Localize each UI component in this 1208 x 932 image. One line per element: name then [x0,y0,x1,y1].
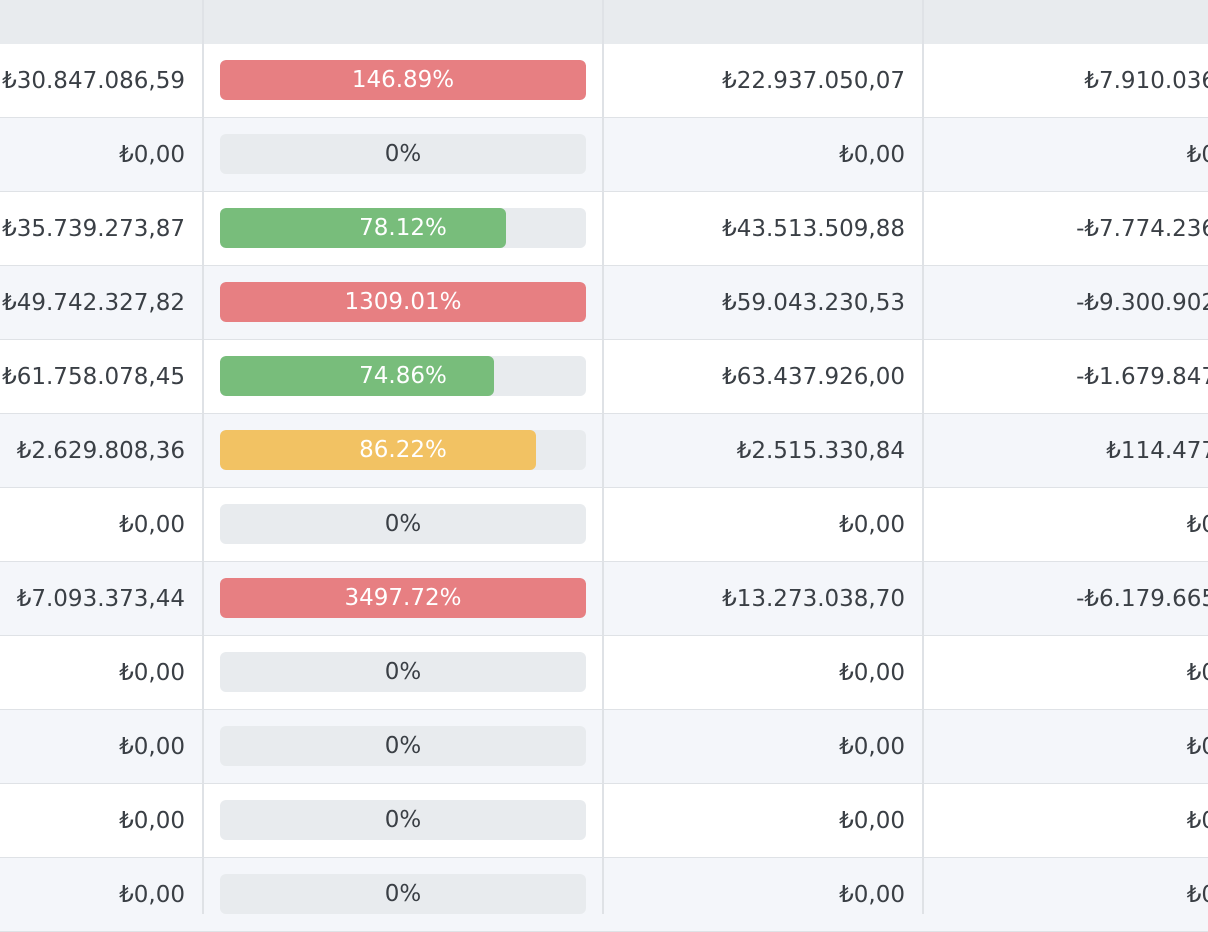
progress-label: 1309.01% [344,289,462,315]
progress-fill [220,578,586,618]
progress-label: 3497.72% [344,585,462,611]
difference-value: -₺6.179.665,2 [1076,585,1208,612]
difference-cell: -₺1.679.847,5 [924,340,1208,413]
table-row[interactable]: ₺0,00 0% ₺0,00 ₺0,0 [0,858,1208,932]
amount-cell: ₺0,00 [839,659,905,686]
difference-cell: ₺7.910.036,5 [924,44,1208,117]
amount-cell: ₺0,00 [839,733,905,760]
amount-cell: ₺35.739.273,87 [2,215,185,242]
difference-value: -₺1.679.847,5 [1076,363,1208,390]
progress-bar: 0% [220,800,586,840]
amount-cell: ₺0,00 [119,881,185,908]
progress-fill [220,430,536,470]
difference-value: -₺9.300.902,7 [1076,289,1208,316]
amount-cell: ₺2.515.330,84 [736,437,905,464]
amount-cell: ₺13.273.038,70 [722,585,905,612]
difference-cell: ₺0,0 [924,858,1208,931]
difference-value: ₺0,0 [1186,511,1208,538]
progress-label: 146.89% [351,67,455,93]
difference-cell: -₺9.300.902,7 [924,266,1208,339]
table-row[interactable]: ₺0,00 0% ₺0,00 ₺0,0 [0,710,1208,784]
amount-cell: ₺2.629.808,36 [16,437,185,464]
column-divider [202,0,204,914]
progress-bar: 146.89% [220,60,586,100]
progress-label: 0% [384,881,422,907]
difference-value: ₺0,0 [1186,659,1208,686]
table-row[interactable]: ₺30.847.086,59 146.89% ₺22.937.050,07 ₺7.91… [0,44,1208,118]
amount-cell: ₺7.093.373,44 [16,585,185,612]
amount-cell: ₺0,00 [119,807,185,834]
difference-value: ₺7.910.036,5 [1084,67,1208,94]
table-row[interactable]: ₺7.093.373,44 3497.72% ₺13.273.038,70 -₺6.1… [0,562,1208,636]
difference-cell: ₺0,0 [924,118,1208,191]
progress-fill [220,60,586,100]
amount-cell: ₺22.937.050,07 [722,67,905,94]
progress-bar: 1309.01% [220,282,586,322]
progress-bar: 3497.72% [220,578,586,618]
amount-cell: ₺30.847.086,59 [2,67,185,94]
amount-cell: ₺0,00 [119,733,185,760]
amount-cell: ₺63.437.926,00 [722,363,905,390]
table-row[interactable]: ₺0,00 0% ₺0,00 ₺0,0 [0,118,1208,192]
difference-cell: ₺0,0 [924,710,1208,783]
progress-bar: 0% [220,134,586,174]
table-row[interactable]: ₺35.739.273,87 78.12% ₺43.513.509,88 -₺7.77… [0,192,1208,266]
difference-cell: ₺114.477,5 [924,414,1208,487]
amount-cell: ₺0,00 [839,881,905,908]
table-row[interactable]: ₺49.742.327,82 1309.01% ₺59.043.230,53 -₺9.… [0,266,1208,340]
table-row[interactable]: ₺0,00 0% ₺0,00 ₺0,0 [0,636,1208,710]
progress-label: 86.22% [359,437,447,463]
progress-bar: 0% [220,504,586,544]
difference-cell: ₺0,0 [924,488,1208,561]
progress-label: 78.12% [359,215,447,241]
table-header [0,0,1208,44]
progress-fill [220,282,586,322]
progress-label: 0% [384,733,422,759]
column-divider [602,0,604,914]
progress-label: 0% [384,659,422,685]
amount-cell: ₺0,00 [839,511,905,538]
column-divider [922,0,924,914]
progress-bar: 78.12% [220,208,586,248]
progress-bar: 74.86% [220,356,586,396]
amount-cell: ₺0,00 [839,807,905,834]
progress-fill [220,208,506,248]
progress-label: 0% [384,807,422,833]
table-row[interactable]: ₺2.629.808,36 86.22% ₺2.515.330,84 ₺114.477… [0,414,1208,488]
amount-cell: ₺49.742.327,82 [2,289,185,316]
table-row[interactable]: ₺0,00 0% ₺0,00 ₺0,0 [0,488,1208,562]
difference-value: ₺0,0 [1186,733,1208,760]
difference-value: ₺0,0 [1186,141,1208,168]
amount-cell: ₺61.758.078,45 [2,363,185,390]
difference-cell: ₺0,0 [924,784,1208,857]
table-row[interactable]: ₺61.758.078,45 74.86% ₺63.437.926,00 -₺1.67… [0,340,1208,414]
difference-value: ₺114.477,5 [1106,437,1208,464]
amount-cell: ₺0,00 [119,511,185,538]
progress-bar: 0% [220,874,586,914]
progress-label: 0% [384,511,422,537]
progress-fill [220,356,494,396]
difference-cell: ₺0,0 [924,636,1208,709]
difference-value: ₺0,0 [1186,881,1208,908]
table-row[interactable]: ₺0,00 0% ₺0,00 ₺0,0 [0,784,1208,858]
difference-cell: -₺6.179.665,2 [924,562,1208,635]
progress-bar: 0% [220,726,586,766]
difference-cell: -₺7.774.236,0 [924,192,1208,265]
amount-cell: ₺43.513.509,88 [722,215,905,242]
amount-cell: ₺0,00 [839,141,905,168]
amount-cell: ₺0,00 [119,141,185,168]
progress-label: 0% [384,141,422,167]
amount-cell: ₺59.043.230,53 [722,289,905,316]
difference-value: -₺7.774.236,0 [1076,215,1208,242]
amount-cell: ₺0,00 [119,659,185,686]
progress-bar: 86.22% [220,430,586,470]
difference-value: ₺0,0 [1186,807,1208,834]
progress-bar: 0% [220,652,586,692]
progress-label: 74.86% [359,363,447,389]
